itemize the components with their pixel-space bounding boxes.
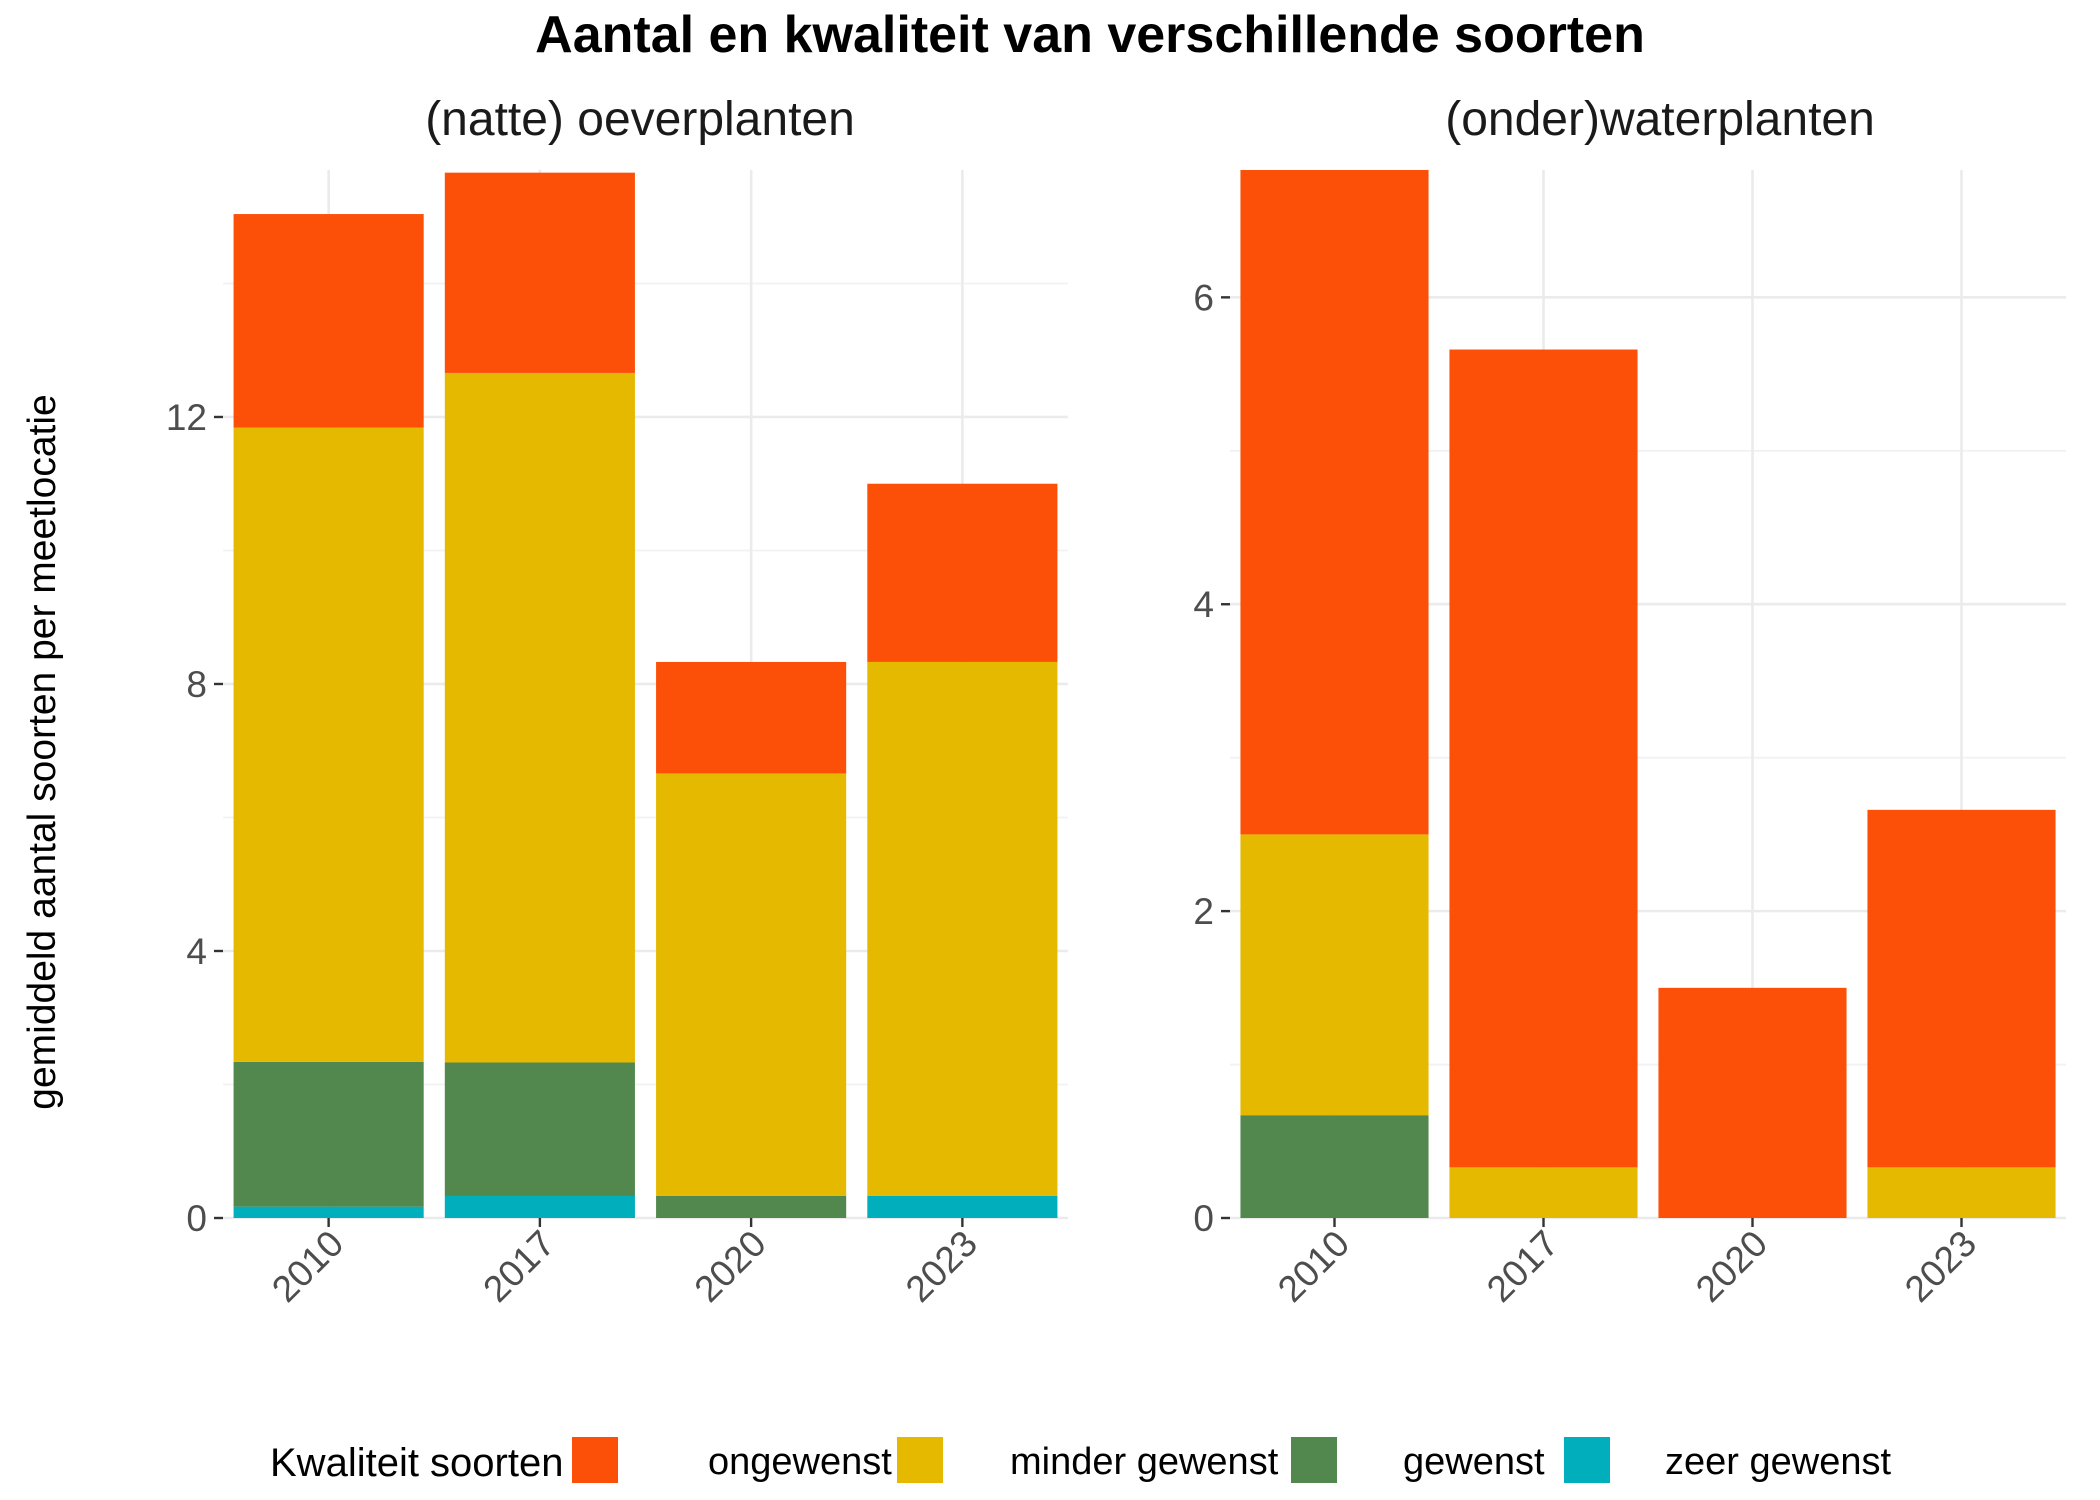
bar-2017-minder-gewenst xyxy=(1449,1167,1638,1218)
legend-label: gewenst xyxy=(1403,1441,1545,1483)
bar-2010-ongewenst xyxy=(1240,170,1429,835)
legend: Kwaliteit soorten ongewenst minder gewens… xyxy=(270,1437,1891,1485)
bar-2010-gewenst xyxy=(233,1061,424,1207)
legend-label: ongewenst xyxy=(708,1441,892,1483)
y-tick-label: 0 xyxy=(186,1198,207,1239)
bar-2023-ongewenst xyxy=(867,483,1058,662)
bar-2017-minder-gewenst xyxy=(444,372,635,1063)
x-tick-label: 2020 xyxy=(1688,1223,1775,1310)
y-tick-label: 2 xyxy=(1193,891,1214,932)
bar-2010-zeer-gewenst xyxy=(233,1206,424,1218)
legend-key-minder-gewenst xyxy=(897,1437,943,1483)
legend-title: Kwaliteit soorten xyxy=(270,1441,563,1485)
legend-item-ongewenst: ongewenst xyxy=(572,1437,892,1483)
legend-label: minder gewenst xyxy=(1010,1441,1279,1483)
bars xyxy=(1240,170,2056,1218)
y-tick-label: 4 xyxy=(186,931,207,972)
y-tick-label: 4 xyxy=(1193,584,1214,625)
x-tick-label: 2010 xyxy=(1270,1223,1357,1310)
y-axis-title: gemiddeld aantal soorten per meetlocatie xyxy=(21,394,64,1109)
bar-2023-zeer-gewenst xyxy=(867,1195,1058,1218)
bar-2020-gewenst xyxy=(656,1195,847,1218)
legend-items: ongewenst minder gewenst gewenst zeer gewen… xyxy=(572,1437,1891,1483)
bar-2010-minder-gewenst xyxy=(1240,834,1429,1116)
bar-2010-minder-gewenst xyxy=(233,427,424,1062)
panel-onder-waterplanten: (onder)waterplanten 0 2 4 6 2010 2017 2020 2023 xyxy=(1193,93,2066,1310)
y-tick-label: 8 xyxy=(186,664,207,705)
y-tick-label: 12 xyxy=(166,397,207,438)
bar-2023-minder-gewenst xyxy=(867,661,1058,1196)
legend-item-gewenst: gewenst xyxy=(1291,1437,1545,1483)
x-axis: 2010 2017 2020 2023 xyxy=(1270,1218,1984,1310)
legend-item-zeer-gewenst: zeer gewenst xyxy=(1564,1437,1891,1483)
panel-title: (onder)waterplanten xyxy=(1445,93,1875,146)
x-tick-label: 2023 xyxy=(898,1223,985,1310)
chart-title: Aantal en kwaliteit van verschillende so… xyxy=(535,6,1645,64)
bar-2017-gewenst xyxy=(444,1062,635,1196)
legend-label: zeer gewenst xyxy=(1665,1441,1891,1483)
bar-2017-zeer-gewenst xyxy=(444,1195,635,1218)
x-axis: 2010 2017 2020 2023 xyxy=(264,1218,985,1310)
legend-item-minder-gewenst: minder gewenst xyxy=(897,1437,1279,1483)
legend-key-zeer-gewenst xyxy=(1564,1437,1610,1483)
x-tick-label: 2010 xyxy=(264,1223,351,1310)
bar-2020-ongewenst xyxy=(656,661,847,774)
bar-2023-ongewenst xyxy=(1867,809,2056,1168)
bar-2023-minder-gewenst xyxy=(1867,1167,2056,1218)
y-tick-label: 0 xyxy=(1193,1198,1214,1239)
legend-key-gewenst xyxy=(1291,1437,1337,1483)
x-tick-label: 2023 xyxy=(1897,1223,1984,1310)
bars xyxy=(233,172,1058,1218)
legend-key-ongewenst xyxy=(572,1437,618,1483)
bar-2010-gewenst xyxy=(1240,1115,1429,1218)
bar-2017-ongewenst xyxy=(1449,349,1638,1168)
x-tick-label: 2020 xyxy=(687,1223,774,1310)
panel-natte-oeverplanten: (natte) oeverplanten 0 4 8 12 2010 2017 2020 202… xyxy=(166,93,1068,1310)
bar-2017-ongewenst xyxy=(444,172,635,373)
y-axis: 0 2 4 6 xyxy=(1193,277,1230,1239)
bar-2020-minder-gewenst xyxy=(656,773,847,1196)
panel-title: (natte) oeverplanten xyxy=(425,93,855,146)
y-axis: 0 4 8 12 xyxy=(166,397,223,1239)
bar-2010-ongewenst xyxy=(233,214,424,428)
y-tick-label: 6 xyxy=(1193,277,1214,318)
x-tick-label: 2017 xyxy=(1479,1223,1566,1310)
x-tick-label: 2017 xyxy=(475,1223,562,1310)
bar-2020-ongewenst xyxy=(1658,987,1847,1218)
